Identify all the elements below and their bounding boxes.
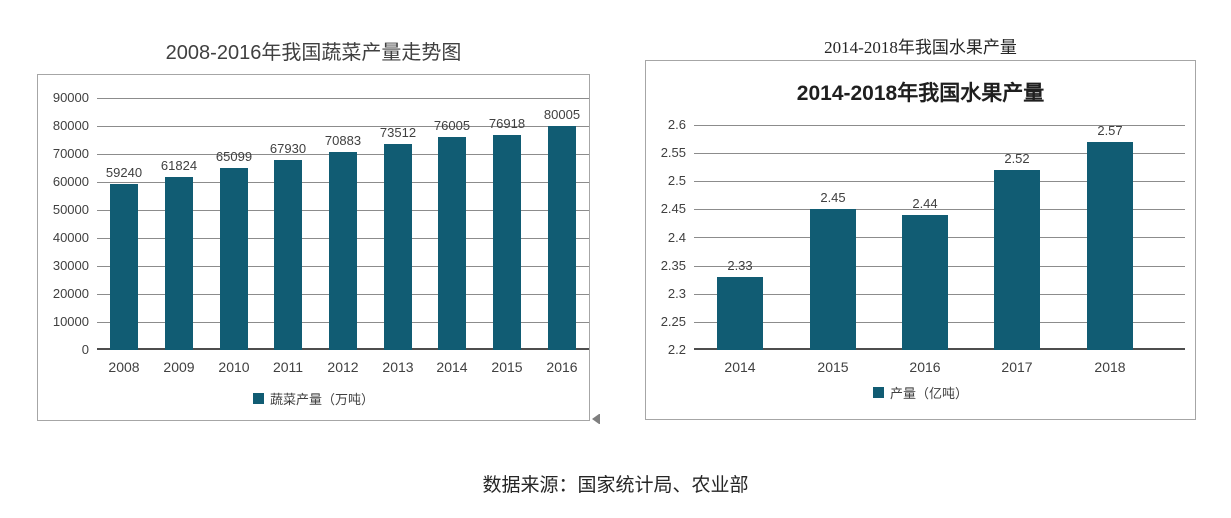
gridline: [694, 153, 1185, 154]
y-tick-label: 2.35: [660, 257, 686, 273]
cursor-artifact-icon: [592, 414, 600, 424]
bar-value-label: 65099: [215, 149, 253, 164]
y-tick-label: 2.6: [667, 117, 686, 132]
x-tick-label: 2015: [817, 359, 849, 375]
fruit-chart-inner-title: 2014-2018年我国水果产量: [796, 82, 1045, 105]
y-tick-label: 50000: [52, 202, 89, 217]
bar-value-label: 76918: [488, 116, 526, 131]
bar: [810, 209, 856, 350]
bar-value-label: 59240: [105, 165, 143, 180]
y-tick-label: 40000: [52, 230, 89, 245]
fruit-chart-card: 2014-2018年我国水果产量 2.2 2.25 2.3 2.35 2.4 2.45 2.…: [645, 60, 1196, 420]
bar-value-label: 67930: [269, 141, 307, 156]
x-tick-label: 2014: [436, 359, 468, 375]
x-tick-label: 2017: [1001, 359, 1033, 375]
bar-value-label: 70883: [324, 133, 362, 148]
y-tick-label: 2.2: [667, 342, 686, 357]
bar: [274, 160, 302, 350]
x-tick-label: 2010: [218, 359, 250, 375]
fruit-chart-plot: 2.2 2.25 2.3 2.35 2.4 2.45 2.5 2.55 2.6 2.33 2014 2…: [661, 117, 1185, 375]
y-tick-label: 2.4: [667, 229, 686, 245]
gridline: [694, 209, 1185, 210]
y-tick-label: 20000: [52, 286, 89, 301]
y-tick-label: 30000: [52, 258, 89, 273]
bar-value-label: 76005: [433, 118, 471, 133]
bar: [493, 135, 521, 350]
legend-label: 产量（亿吨）: [889, 386, 968, 401]
bar-value-label: 2.33: [727, 258, 753, 273]
bar-value-label: 73512: [379, 125, 417, 140]
y-tick-label: 2.25: [660, 313, 686, 329]
y-tick-label: 2.55: [660, 145, 686, 161]
gridline: [97, 98, 589, 99]
x-tick-label: 2016: [909, 359, 941, 375]
gridline: [694, 181, 1185, 182]
gridline: [97, 126, 589, 127]
x-tick-label: 2012: [327, 359, 359, 375]
y-tick-label: 60000: [52, 174, 89, 189]
x-tick-label: 2011: [272, 359, 304, 375]
x-tick-label: 2008: [108, 359, 140, 375]
y-tick-label: 2.45: [660, 201, 686, 217]
bar: [548, 126, 576, 350]
bar-value-label: 61824: [160, 158, 198, 173]
y-tick-label: 70000: [52, 146, 89, 161]
legend-swatch-icon: [252, 393, 264, 404]
y-tick-label: 2.3: [667, 285, 686, 301]
x-tick-label: 2009: [163, 359, 195, 375]
x-tick-label: 2014: [724, 359, 756, 375]
y-tick-label: 2.5: [667, 173, 686, 189]
bar-value-label: 2.44: [912, 196, 938, 211]
vegetable-chart-title: 2008-2016年我国蔬菜产量走势图: [165, 42, 462, 64]
y-tick-label: 0: [81, 342, 89, 357]
bar: [438, 137, 466, 350]
fruit-chart-outer-title: 2014-2018年我国水果产量: [824, 38, 1017, 57]
bar: [994, 170, 1040, 350]
bar: [220, 168, 248, 350]
y-tick-label: 90000: [52, 90, 89, 105]
fruit-chart-legend: 产量（亿吨）: [646, 383, 1195, 402]
vegetable-chart-plot: 0 10000 20000 30000 40000 50000 60000 70000 8000…: [53, 90, 589, 375]
y-tick-label: 80000: [52, 118, 89, 133]
bar: [329, 152, 357, 350]
legend-swatch-icon: [872, 387, 884, 398]
bar: [165, 177, 193, 350]
x-tick-label: 2015: [491, 359, 523, 375]
bar-value-label: 2.57: [1097, 123, 1123, 138]
bar-value-label: 80005: [543, 107, 581, 122]
x-tick-label: 2018: [1094, 359, 1126, 375]
bar: [902, 215, 948, 350]
vegetable-chart-card: 0 10000 20000 30000 40000 50000 60000 70000 8000…: [37, 74, 590, 421]
x-tick-label: 2013: [382, 359, 414, 375]
gridline: [694, 125, 1185, 126]
bar: [717, 277, 763, 350]
bar: [1087, 142, 1133, 350]
vegetable-chart-legend: 蔬菜产量（万吨）: [38, 389, 589, 408]
x-tick-label: 2016: [546, 359, 578, 375]
data-source-note: 数据来源：国家统计局、农业部: [482, 475, 749, 496]
bar: [384, 144, 412, 350]
bar: [110, 184, 138, 350]
legend-label: 蔬菜产量（万吨）: [269, 392, 374, 407]
y-tick-label: 10000: [52, 314, 89, 329]
bar-value-label: 2.52: [1004, 151, 1030, 166]
bar-value-label: 2.45: [820, 190, 846, 205]
